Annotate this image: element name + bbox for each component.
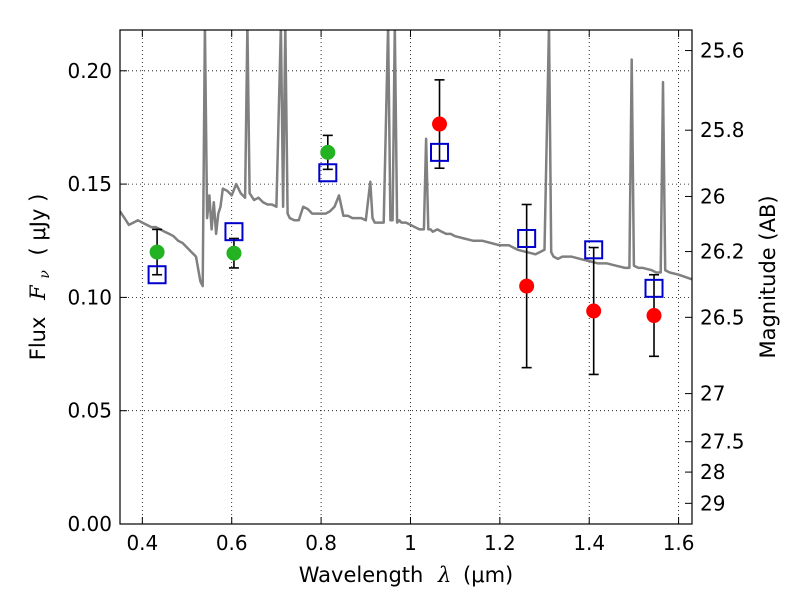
y-tick-label: 0.15	[67, 172, 112, 196]
right-tick-label: 25.8	[700, 118, 745, 142]
right-tick-label: 29	[700, 491, 725, 515]
right-tick-label: 25.6	[700, 39, 745, 63]
spectrum-line	[120, 30, 692, 288]
x-axis-label-prefix: Wavelength	[299, 563, 424, 587]
right-tick-label: 26	[700, 184, 725, 208]
data-point	[149, 244, 165, 260]
x-tick-label: 0.4	[126, 531, 158, 555]
x-tick-label: 1.6	[663, 531, 695, 555]
model-point	[584, 240, 604, 260]
x-tick-label: 1	[404, 531, 417, 555]
model-point	[224, 222, 244, 242]
y-tick-label: 0.05	[67, 399, 112, 423]
model-point	[517, 228, 537, 248]
y-axis-label: Flux F ν ( μJy )	[26, 194, 54, 361]
data-point	[519, 278, 535, 294]
plot-clip-group	[120, 30, 692, 288]
model-point	[147, 265, 167, 285]
y-axis-label-unit: ( μJy )	[26, 194, 50, 256]
data-point	[226, 245, 242, 261]
y-tick-label: 0.10	[67, 285, 112, 309]
markers-layer	[147, 79, 664, 376]
data-point	[586, 303, 602, 319]
right-tick-label: 28	[700, 460, 725, 484]
x-tick-label: 0.8	[305, 531, 337, 555]
data-point	[646, 308, 662, 324]
x-axis-label-unit: (μm)	[463, 563, 513, 587]
y-tick-label: 0.20	[67, 59, 112, 83]
right-axis-label: Magnitude (AB)	[756, 195, 780, 358]
data-point	[432, 116, 448, 132]
y-axis-label-subscript: ν	[37, 270, 53, 279]
right-tick-label: 26.5	[700, 305, 745, 329]
x-axis-label: Wavelength λ (μm)	[299, 563, 513, 587]
data-point	[320, 144, 336, 160]
x-tick-label: 1.2	[484, 531, 516, 555]
x-tick-label: 0.6	[216, 531, 248, 555]
right-tick-label: 26.2	[700, 240, 745, 264]
model-point	[644, 278, 664, 298]
right-tick-label: 27	[700, 382, 725, 406]
right-tick-label: 27.5	[700, 430, 745, 454]
y-axis-label-symbol: F	[26, 284, 50, 301]
x-axis-label-symbol: λ	[437, 563, 451, 587]
y-axis-label-prefix: Flux	[26, 317, 50, 361]
model-point	[430, 142, 450, 162]
y-tick-label: 0.00	[67, 512, 112, 536]
x-tick-label: 1.4	[573, 531, 605, 555]
plot-frame	[119, 29, 693, 525]
model-point	[318, 163, 338, 183]
tick-layer: 0.4 0.6 0.8 1 1.2 1.4 1.6 0.00 0.05 0.10 0.15 0.20 2…	[67, 30, 745, 555]
